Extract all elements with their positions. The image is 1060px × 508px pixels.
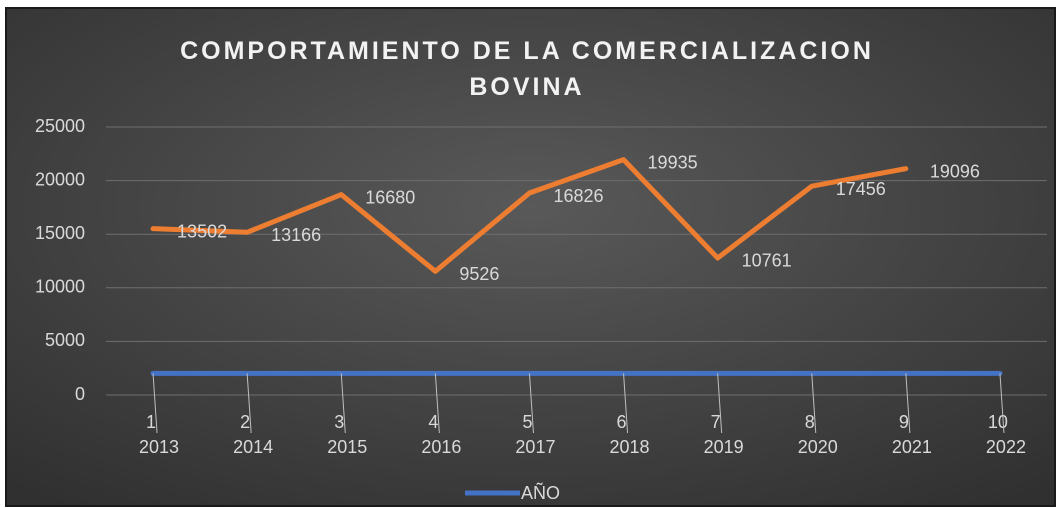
y-tick-label: 20000 <box>35 169 85 189</box>
y-tick-label: 0 <box>75 384 85 404</box>
data-label: 2018 <box>610 437 650 457</box>
x-tick-label: 6 <box>617 412 627 432</box>
leader-line <box>717 373 723 434</box>
chart-background <box>5 7 1056 507</box>
y-tick-label: 15000 <box>35 223 85 243</box>
series-line <box>150 157 909 274</box>
leader-line <box>340 373 346 434</box>
data-label: 9526 <box>459 264 499 284</box>
y-tick-label: 25000 <box>35 116 85 136</box>
x-tick-label: 10 <box>988 412 1008 432</box>
x-tick-label: 5 <box>522 412 532 432</box>
data-label: 13166 <box>271 225 321 245</box>
x-tick-label: 7 <box>711 412 721 432</box>
leader-line <box>528 373 534 434</box>
y-tick-label: 5000 <box>45 330 85 350</box>
chart-title: COMPORTAMIENTO DE LA COMERCIALIZACION BOV… <box>180 37 874 101</box>
data-label: 13502 <box>177 221 227 241</box>
data-label: 19935 <box>648 152 698 172</box>
data-label: 16826 <box>553 186 603 206</box>
x-tick-label: 1 <box>146 412 156 432</box>
leader-line <box>811 373 817 434</box>
x-tick-label: 3 <box>334 412 344 432</box>
data-label: 2022 <box>986 437 1026 457</box>
data-label: 2021 <box>892 437 932 457</box>
data-label: 2014 <box>233 437 273 457</box>
leader-line <box>623 373 629 434</box>
data-label: 2019 <box>704 437 744 457</box>
leader-line <box>905 373 911 434</box>
x-tick-label: 2 <box>240 412 250 432</box>
x-tick-label: 9 <box>899 412 909 432</box>
y-tick-label: 10000 <box>35 277 85 297</box>
leader-line <box>246 373 252 434</box>
x-tick-label: 8 <box>805 412 815 432</box>
data-label: 16680 <box>365 187 415 207</box>
data-label: 17456 <box>836 179 886 199</box>
data-label: 10761 <box>742 251 792 271</box>
data-label: 19096 <box>930 161 980 181</box>
leader-line <box>434 373 440 434</box>
data-label: 2015 <box>327 437 367 457</box>
x-tick-label: 4 <box>428 412 438 432</box>
data-label: 2017 <box>515 437 555 457</box>
data-label: 2020 <box>798 437 838 457</box>
leader-line <box>999 373 1005 434</box>
data-label: 2016 <box>421 437 461 457</box>
legend-label: AÑO <box>521 482 560 503</box>
data-label: 2013 <box>139 437 179 457</box>
leader-line <box>152 373 158 434</box>
